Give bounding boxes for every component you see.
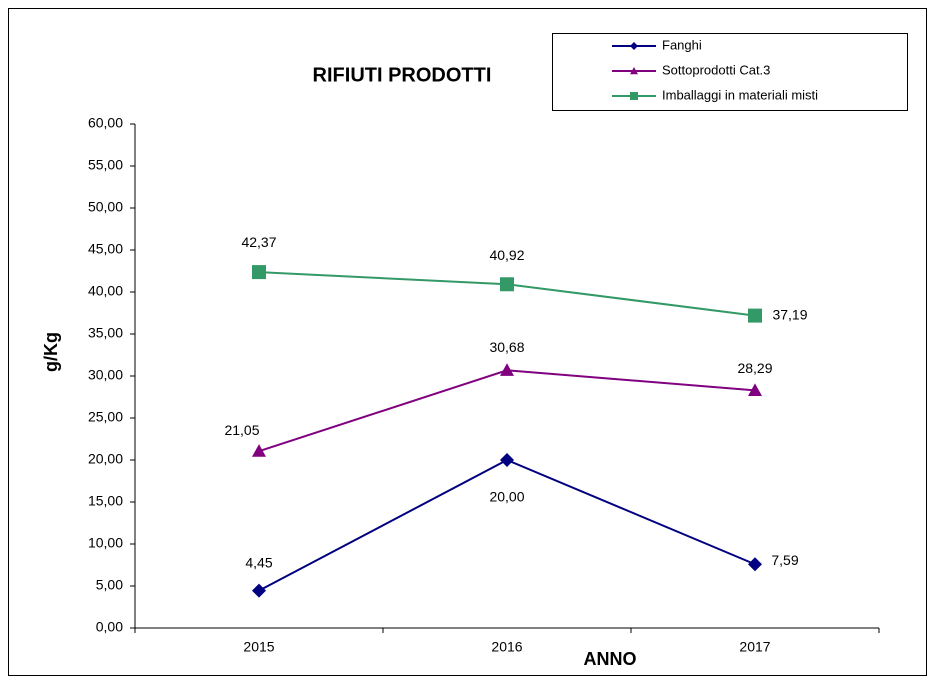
y-tick-label: 10,00 xyxy=(88,535,123,551)
legend-label: Fanghi xyxy=(662,37,702,52)
y-tick-label: 40,00 xyxy=(88,283,123,299)
marker xyxy=(252,583,266,598)
y-tick-label: 15,00 xyxy=(88,493,123,509)
series-line xyxy=(258,369,756,453)
y-tick-label: 45,00 xyxy=(88,241,123,257)
x-tick-label: 2016 xyxy=(491,639,522,655)
y-tick-label: 20,00 xyxy=(88,451,123,467)
data-label: 37,19 xyxy=(772,306,807,322)
marker xyxy=(630,92,638,100)
legend-label: Imballaggi in materiali misti xyxy=(662,87,818,102)
y-tick-label: 25,00 xyxy=(88,409,123,425)
chart-border xyxy=(8,8,927,676)
y-tick-label: 60,00 xyxy=(88,115,123,131)
data-label: 40,92 xyxy=(489,247,524,263)
y-tick-label: 35,00 xyxy=(88,325,123,341)
x-tick-label: 2015 xyxy=(243,639,274,655)
marker xyxy=(748,557,762,572)
y-tick-label: 5,00 xyxy=(96,577,123,593)
data-label: 7,59 xyxy=(771,552,798,568)
legend-box xyxy=(552,33,908,111)
chart-title: RIFIUTI PRODOTTI xyxy=(313,64,492,86)
x-axis-label: ANNO xyxy=(584,649,637,669)
marker xyxy=(630,42,638,50)
marker xyxy=(252,444,266,457)
y-tick-label: 55,00 xyxy=(88,157,123,173)
marker xyxy=(500,277,514,292)
y-axis-label: g/Kg xyxy=(41,332,61,372)
marker xyxy=(748,383,762,396)
marker xyxy=(500,453,514,467)
data-label: 21,05 xyxy=(224,422,259,438)
marker xyxy=(252,265,266,280)
data-label: 4,45 xyxy=(245,554,272,570)
data-label: 42,37 xyxy=(241,234,276,250)
marker xyxy=(630,67,638,75)
y-tick-label: 30,00 xyxy=(88,367,123,383)
marker xyxy=(748,308,762,323)
data-label: 30,68 xyxy=(489,339,524,355)
data-label: 28,29 xyxy=(737,360,772,376)
y-tick-label: 0,00 xyxy=(96,619,123,635)
series-line xyxy=(258,458,756,592)
data-label: 20,00 xyxy=(489,489,524,505)
legend-label: Sottoprodotti Cat.3 xyxy=(662,62,770,77)
x-tick-label: 2017 xyxy=(739,639,770,655)
marker xyxy=(500,363,514,376)
y-tick-label: 50,00 xyxy=(88,199,123,215)
